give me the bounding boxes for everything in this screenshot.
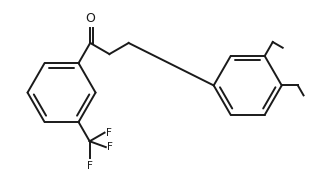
Text: O: O bbox=[85, 12, 95, 25]
Text: F: F bbox=[107, 142, 113, 152]
Text: F: F bbox=[87, 161, 92, 171]
Text: F: F bbox=[106, 128, 112, 138]
